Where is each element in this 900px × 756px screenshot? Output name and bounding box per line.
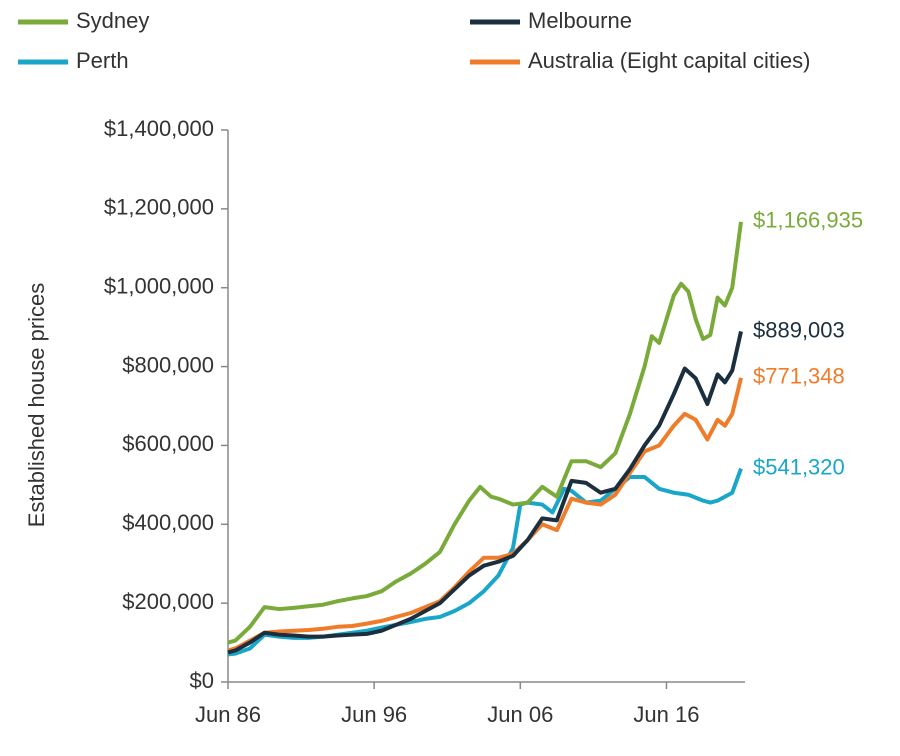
x-tick-label: Jun 16 xyxy=(633,702,699,727)
y-tick-label: $1,000,000 xyxy=(104,274,214,299)
series-line xyxy=(227,221,743,645)
series-line xyxy=(227,331,743,655)
legend-label: Perth xyxy=(76,48,129,73)
y-tick-label: $600,000 xyxy=(122,431,214,456)
legend-label: Sydney xyxy=(76,8,149,33)
series-line xyxy=(227,377,743,653)
y-axis-label: Established house prices xyxy=(24,283,49,528)
x-tick-label: Jun 96 xyxy=(341,702,407,727)
y-tick-label: $0 xyxy=(190,668,214,693)
y-tick-label: $400,000 xyxy=(122,510,214,535)
end-label: $889,003 xyxy=(753,317,845,342)
series-line xyxy=(227,467,743,657)
y-tick-label: $200,000 xyxy=(122,589,214,614)
y-tick-label: $1,200,000 xyxy=(104,195,214,220)
end-label: $771,348 xyxy=(753,364,845,389)
legend-label: Melbourne xyxy=(528,8,632,33)
x-tick-label: Jun 86 xyxy=(195,702,261,727)
y-tick-label: $800,000 xyxy=(122,352,214,377)
x-tick-label: Jun 06 xyxy=(487,702,553,727)
end-label: $541,320 xyxy=(753,454,845,479)
legend-label: Australia (Eight capital cities) xyxy=(528,48,810,73)
end-label: $1,166,935 xyxy=(753,208,863,233)
y-tick-label: $1,400,000 xyxy=(104,116,214,141)
